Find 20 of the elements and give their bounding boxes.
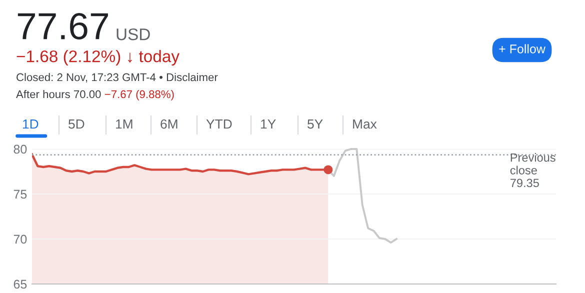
text: 1D	[23, 119, 38, 129]
ref-line-label: Previous close 79.35	[510, 153, 556, 188]
text: 5Y	[308, 119, 323, 129]
text: YTD	[206, 119, 232, 129]
text: USD	[116, 28, 150, 40]
text: −1.68 (2.12%) ↓ today	[16, 50, 180, 66]
y-tick-label: 70	[14, 234, 27, 244]
y-tick-label: 80	[14, 144, 27, 154]
y-tick-label: 65	[14, 280, 27, 289]
text: Closed: 2 Nov, 17:23 GMT-4 • Disclaimer	[16, 73, 218, 82]
text: + Follow	[499, 44, 546, 54]
text: 5D	[68, 119, 84, 129]
text: −7.67 (9.88%)	[104, 90, 174, 100]
text: After hours 70.00	[16, 90, 101, 98]
text: 6M	[160, 119, 178, 129]
text: 1Y	[261, 119, 276, 129]
text: 77.67	[18, 12, 108, 40]
text: 1M	[116, 119, 132, 129]
text: Max	[353, 119, 377, 129]
y-tick-label: 75	[14, 190, 27, 199]
